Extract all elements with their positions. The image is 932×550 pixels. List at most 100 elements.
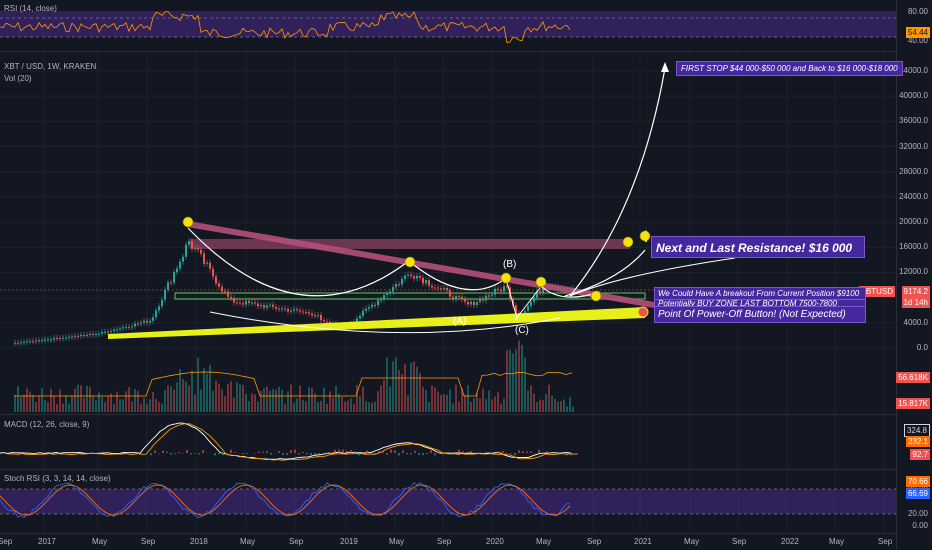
stoch-rsi-legend[interactable]: Stoch RSI (3, 3, 14, 14, close) — [4, 474, 111, 483]
candle-body — [173, 272, 175, 283]
candle-body — [317, 314, 319, 316]
volume-bar — [62, 403, 64, 412]
volume-bar — [53, 396, 55, 412]
price-scale-label: 36000.0 — [899, 116, 928, 126]
bowl-curve — [209, 311, 561, 334]
candle-body — [83, 334, 85, 336]
volume-bar — [128, 387, 130, 412]
macd-histogram-bar — [494, 453, 496, 456]
macd-histogram-bar — [330, 453, 332, 454]
macd-histogram-bar — [482, 453, 484, 454]
heart-marker-icon — [590, 290, 602, 302]
note-first-stop[interactable]: FIRST STOP $44 000-$50 000 and Back to $… — [676, 61, 903, 76]
macd-histogram-bar — [270, 453, 272, 455]
candle-body — [455, 295, 457, 300]
rsi-legend[interactable]: RSI (14, close) — [4, 4, 57, 13]
volume-bar — [182, 379, 184, 412]
macd-histogram-bar — [538, 449, 540, 453]
candle-body — [476, 301, 478, 306]
price-scale-label: 32000.0 — [899, 141, 928, 151]
time-axis-label: 2019 — [340, 537, 358, 546]
candle-body — [131, 326, 133, 328]
rsi-scale-label: 40.00 — [907, 36, 928, 45]
volume-bar — [32, 394, 34, 412]
candle-body — [155, 310, 157, 318]
macd-histogram-bar — [370, 453, 372, 455]
candle-body — [95, 334, 97, 336]
volume-bar — [542, 400, 544, 412]
candle-body — [71, 336, 73, 338]
volume-bar — [41, 388, 43, 412]
volume-bar — [518, 340, 520, 412]
pane-separator-macd[interactable] — [0, 414, 932, 415]
symbol-legend[interactable]: XBT / USD, 1W, KRAKEN — [4, 62, 97, 71]
note-resistance[interactable]: Next and Last Resistance! $16 000 — [651, 236, 865, 258]
volume-bar — [455, 384, 457, 412]
candle-body — [275, 306, 277, 309]
volume-bar — [125, 391, 127, 412]
candle-body — [305, 311, 307, 313]
macd-legend[interactable]: MACD (12, 26, close, 9) — [4, 420, 90, 429]
candle-body — [401, 278, 403, 285]
candle-body — [461, 296, 463, 300]
volume-bar — [95, 400, 97, 412]
macd-histogram-bar — [526, 451, 528, 453]
volume-legend[interactable]: Vol (20) — [4, 74, 32, 83]
volume-bar — [272, 388, 274, 412]
candle-body — [125, 327, 127, 329]
volume-bar — [281, 389, 283, 412]
candle-body — [230, 296, 232, 299]
volume-bar — [191, 370, 193, 412]
volume-bar — [494, 396, 496, 412]
candle-body — [452, 296, 454, 300]
candle-body — [449, 290, 451, 297]
candle-body — [464, 299, 466, 302]
volume-bar — [227, 383, 229, 412]
volume-bar — [152, 391, 154, 412]
volume-bar — [59, 389, 61, 412]
macd-histogram-bar — [522, 451, 524, 453]
volume-bar — [29, 391, 31, 412]
volume-bar — [386, 357, 388, 412]
volume-bar — [500, 403, 502, 412]
candle-body — [323, 320, 325, 322]
macd-histogram-bar — [190, 453, 192, 455]
volume-bar — [134, 389, 136, 412]
candle-body — [86, 334, 88, 336]
candle-body — [23, 341, 25, 343]
countdown-tag: 1d 14h — [901, 297, 930, 308]
volume-bar — [164, 389, 166, 412]
volume-bar — [443, 394, 445, 412]
volume-bar — [299, 385, 301, 412]
volume-bar — [536, 401, 538, 412]
volume-bar — [488, 390, 490, 412]
volume-bar — [179, 369, 181, 412]
candle-body — [143, 320, 145, 323]
price-scale-label: 4000.0 — [903, 317, 928, 327]
heart-marker-icon — [500, 272, 512, 284]
volume-bar — [26, 388, 28, 412]
candle-body — [59, 338, 61, 340]
candle-body — [380, 299, 382, 301]
note-power-off[interactable]: Point Of Power-Off Button! (Not Expected… — [654, 306, 866, 323]
candle-body — [446, 288, 448, 291]
price-scale-label: 16000.0 — [899, 242, 928, 252]
candle-body — [428, 279, 430, 286]
candle-body — [20, 342, 22, 344]
macd-histogram-bar — [266, 451, 268, 453]
macd-histogram-bar — [150, 453, 152, 456]
pane-separator-stoch[interactable] — [0, 469, 932, 470]
macd-histogram-bar — [442, 453, 444, 455]
volume-bar — [362, 386, 364, 412]
volume-bar — [20, 396, 22, 412]
volume-bar — [509, 349, 511, 412]
volume-bar — [38, 395, 40, 412]
projection-path-2 — [569, 67, 666, 297]
macd-histogram-bar — [214, 453, 216, 456]
stoch-d-tag: 70.66 — [905, 476, 930, 487]
volume-bar — [293, 402, 295, 412]
candle-body — [149, 320, 151, 323]
pane-separator-rsi[interactable] — [0, 51, 932, 52]
candle-body — [293, 309, 295, 311]
